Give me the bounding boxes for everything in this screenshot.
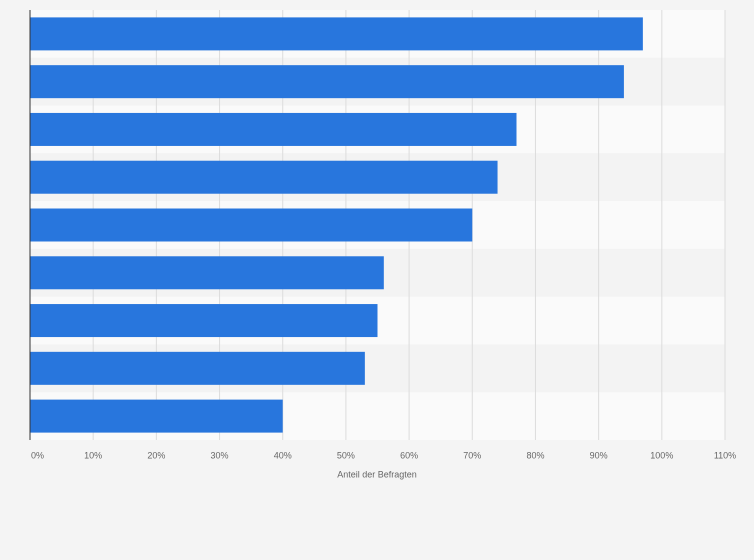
bar	[30, 208, 473, 242]
x-tick-label: 10%	[84, 450, 102, 460]
x-tick-label: 110%	[714, 450, 736, 460]
x-tick-label: 50%	[337, 450, 355, 460]
x-tick-label: 70%	[463, 450, 481, 460]
x-tick-label: 0%	[31, 450, 44, 460]
bar	[30, 112, 517, 146]
x-tick-label: 90%	[590, 450, 608, 460]
bar	[30, 256, 384, 290]
bar	[30, 304, 378, 338]
bar	[30, 351, 365, 385]
x-axis-label: Anteil der Befragten	[337, 469, 417, 479]
x-tick-label: 30%	[211, 450, 229, 460]
bar	[30, 65, 624, 99]
bar	[30, 399, 283, 433]
x-tick-label: 40%	[274, 450, 292, 460]
bar	[30, 160, 498, 194]
x-tick-label: 60%	[400, 450, 418, 460]
x-tick-label: 20%	[147, 450, 165, 460]
bar	[30, 17, 643, 51]
x-tick-label: 80%	[526, 450, 544, 460]
x-tick-label: 100%	[650, 450, 673, 460]
